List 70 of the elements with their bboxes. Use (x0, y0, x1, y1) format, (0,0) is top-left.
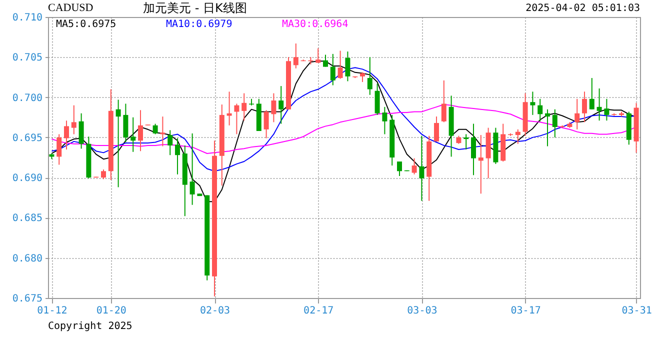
candlestick (441, 80, 446, 123)
candlestick (190, 132, 195, 206)
candlestick (367, 56, 372, 96)
candlestick (64, 120, 69, 150)
candlestick (160, 116, 166, 147)
candlestick (589, 78, 594, 110)
chart-title: 加元美元 - 日K线图 (143, 1, 247, 15)
candlestick (130, 116, 136, 152)
candlestick (271, 92, 276, 123)
candlestick (471, 123, 476, 176)
candlestick (116, 99, 121, 188)
x-tick-label: 02-17 (304, 306, 334, 316)
candlestick (234, 103, 240, 135)
candlestick (56, 134, 62, 166)
candlestick (316, 48, 321, 64)
text: MA10:0.6979 (166, 19, 232, 30)
candlestick (278, 86, 284, 124)
candlestick (604, 98, 610, 122)
x-tick-label: 03-31 (622, 306, 652, 316)
candlestick (397, 161, 402, 176)
candlestick (123, 103, 128, 143)
candlestick (152, 123, 158, 135)
text: 2025-04-02 05:01:03 (526, 3, 640, 14)
candlestick (574, 98, 580, 130)
y-tick-label: 0.675 (12, 294, 42, 304)
y-tick-label: 0.680 (12, 253, 42, 264)
candlestick (419, 135, 424, 202)
candlestick (545, 108, 550, 147)
x-tick-label: 02-03 (200, 306, 230, 316)
text: MA30:0.6964 (282, 19, 348, 30)
y-tick-label: 0.685 (12, 213, 42, 224)
candlestick (382, 106, 388, 135)
candlestick (242, 92, 247, 122)
candlestick (374, 83, 380, 116)
candlestick (226, 91, 232, 126)
text: MA5:0.6975 (56, 19, 116, 30)
candlestick (464, 134, 469, 150)
candlestick (138, 110, 143, 152)
x-tick-label: 01-12 (37, 306, 68, 316)
y-tick-label: 0.690 (12, 173, 42, 184)
candlestick (530, 91, 536, 116)
candlestick (596, 88, 602, 122)
text: Copyright 2025 (48, 321, 132, 332)
candlestick (538, 98, 543, 122)
candlestick (264, 110, 269, 139)
candlestick (360, 72, 365, 83)
candlestick (293, 42, 298, 69)
candlestick (515, 128, 520, 144)
candlestick (168, 130, 173, 156)
candlestick (338, 50, 343, 80)
candlestick (71, 104, 76, 135)
candlestick (345, 51, 350, 82)
x-tick-label: 01-20 (96, 306, 126, 316)
y-tick-label: 0.695 (12, 132, 42, 144)
candlestick (175, 138, 180, 175)
x-tick-label: 03-03 (407, 306, 438, 316)
y-tick-label: 0.700 (12, 92, 42, 104)
candlestick (330, 53, 336, 86)
candlestick (582, 91, 587, 123)
candlestick (552, 108, 558, 138)
candlestick (101, 169, 106, 180)
candlestick (78, 112, 84, 150)
candlestick (434, 116, 439, 142)
chart-subtitle: CADUSD (48, 2, 94, 14)
candlestick (478, 134, 484, 194)
candlestick (412, 158, 417, 175)
x-tick-label: 03-17 (510, 306, 541, 316)
candlestick (323, 54, 328, 68)
y-tick-label: 0.705 (12, 52, 42, 64)
y-tick-label: 0.710 (12, 12, 42, 24)
